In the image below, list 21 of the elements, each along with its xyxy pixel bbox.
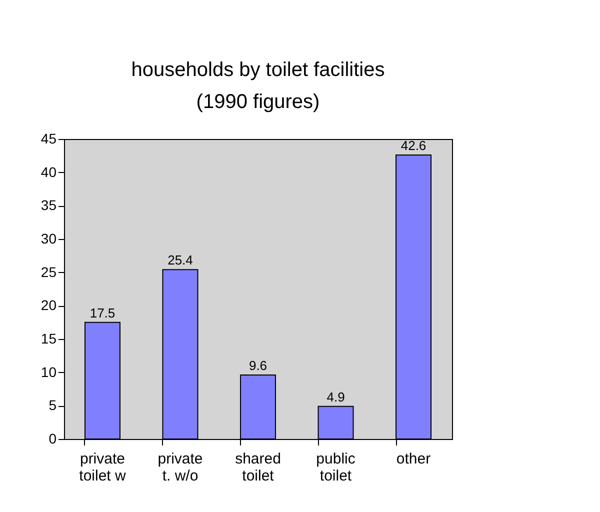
x-tick-label: shared toilet — [235, 450, 281, 484]
y-tick-label: 15 — [40, 330, 57, 346]
y-tick-label: 0 — [48, 430, 57, 446]
data-label: 9.6 — [248, 358, 268, 373]
y-tick-label: 20 — [40, 297, 57, 314]
y-tick-label: 10 — [40, 364, 57, 380]
y-tick-label: 45 — [40, 130, 57, 146]
y-tick-label: 25 — [40, 264, 57, 280]
chart-title: households by toilet facilities (1990 figures) — [131, 59, 385, 113]
data-label: 4.9 — [326, 389, 345, 404]
x-tick-label: private toilet w — [79, 450, 126, 484]
data-label: 17.5 — [90, 305, 116, 320]
y-tick-label: 30 — [40, 230, 57, 246]
data-label: 25.4 — [168, 252, 193, 268]
y-tick-label: 5 — [48, 397, 57, 414]
data-label: 42.6 — [400, 138, 426, 153]
x-tick-label: public toilet — [316, 450, 356, 484]
y-tick-label: 40 — [40, 164, 57, 180]
y-tick-label: 35 — [40, 197, 57, 214]
x-tick-label: private t. w/o — [158, 450, 203, 484]
x-tick-label: other — [396, 450, 431, 468]
